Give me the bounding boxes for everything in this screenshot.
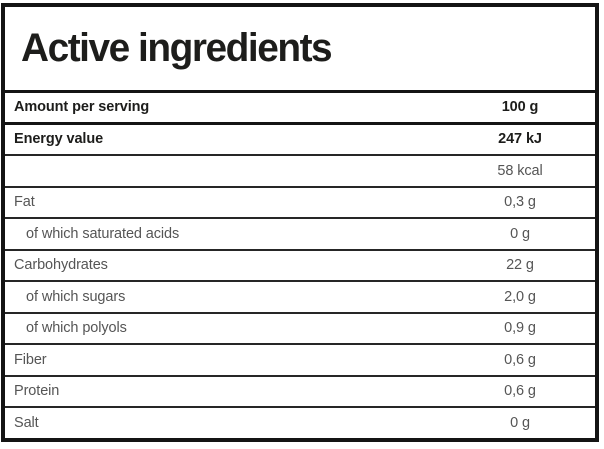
table-row: 58 kcal — [5, 156, 595, 188]
table-body: Amount per serving 100 g Energy value 24… — [5, 93, 595, 438]
table-title: Active ingredients — [21, 26, 333, 70]
table-row: Salt 0 g — [5, 408, 595, 438]
row-value: 22 g — [506, 257, 534, 274]
table-row: Protein 0,6 g — [5, 377, 595, 408]
row-label: Protein — [14, 383, 60, 400]
row-label: of which polyols — [26, 320, 127, 337]
table-row: Fat 0,3 g — [5, 188, 595, 219]
row-label: Fiber — [14, 351, 47, 368]
row-value: 100 g — [501, 99, 539, 116]
row-value: 0 g — [510, 415, 530, 431]
table-row: of which polyols 0,9 g — [5, 314, 595, 345]
row-label: of which saturated acids — [26, 225, 180, 242]
row-value: 247 kJ — [498, 131, 542, 148]
row-value: 0,6 g — [504, 351, 536, 368]
table-row: of which sugars 2,0 g — [5, 282, 595, 314]
row-label: Fat — [14, 194, 35, 211]
row-label: Energy value — [14, 131, 104, 148]
table-row: Carbohydrates 22 g — [5, 251, 595, 282]
row-value: 0,3 g — [504, 194, 536, 211]
row-value: 58 kcal — [497, 162, 543, 179]
row-label: Carbohydrates — [14, 257, 108, 274]
row-label: Amount per serving — [14, 99, 150, 116]
row-value: 0,6 g — [504, 383, 536, 400]
row-label: of which sugars — [26, 288, 126, 305]
table-row: Fiber 0,6 g — [5, 345, 595, 377]
table-title-row: Active ingredients — [5, 7, 595, 93]
row-label: Salt — [14, 415, 39, 431]
row-value: 0 g — [510, 225, 530, 242]
table-row: Energy value 247 kJ — [5, 125, 595, 156]
row-value: 2,0 g — [504, 288, 536, 305]
table-row: of which saturated acids 0 g — [5, 219, 595, 251]
row-value: 0,9 g — [504, 320, 536, 337]
nutrition-table: Active ingredients Amount per serving 10… — [1, 3, 599, 442]
table-row: Amount per serving 100 g — [5, 93, 595, 125]
